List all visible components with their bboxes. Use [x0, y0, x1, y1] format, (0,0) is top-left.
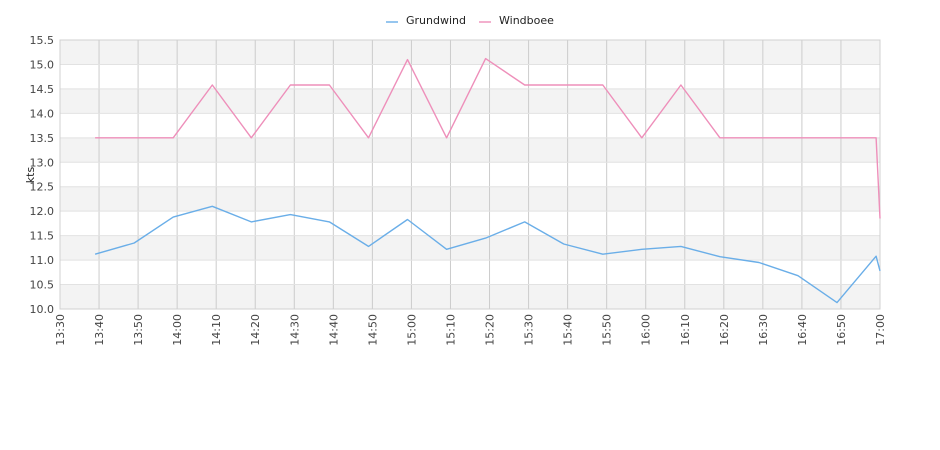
legend-label-grundwind: Grundwind	[406, 14, 466, 27]
x-tick-label: 14:40	[327, 314, 340, 346]
horizontal-grid	[60, 39, 880, 310]
legend: Grundwind Windboee	[386, 14, 554, 27]
x-tick-label: 16:50	[835, 314, 848, 346]
x-tick-label: 16:00	[640, 314, 653, 346]
plot-frame	[59, 39, 881, 310]
grid-band	[60, 284, 880, 309]
x-tick-label: 16:30	[757, 314, 770, 346]
x-tick-label: 14:20	[249, 314, 262, 346]
x-tick-label: 15:40	[562, 314, 575, 346]
y-tick-label: 10.0	[30, 303, 55, 316]
y-tick-label: 12.5	[30, 181, 55, 194]
x-tick-label: 15:10	[444, 314, 457, 346]
x-tick-label: 15:30	[523, 314, 536, 346]
y-tick-label: 13.5	[30, 132, 55, 145]
series-line-windboee	[95, 57, 881, 219]
series-lines	[94, 57, 881, 304]
series-line-grundwind	[94, 205, 881, 304]
x-tick-label: 14:50	[366, 314, 379, 346]
background-bands	[60, 40, 880, 309]
grid-band	[60, 186, 880, 212]
y-tick-label: 14.5	[30, 83, 55, 96]
x-tick-label: 15:00	[405, 314, 418, 346]
x-tick-label: 16:20	[718, 314, 731, 346]
y-tick-label: 15.5	[30, 34, 55, 47]
x-tick-label: 16:10	[679, 314, 692, 346]
x-tick-label: 14:10	[210, 314, 223, 346]
y-axis-title: kts	[24, 167, 37, 184]
x-tick-label: 14:00	[171, 314, 184, 346]
grid-band	[60, 88, 880, 114]
grid-band	[60, 137, 880, 163]
x-axis-ticks: 13:30 13:40 13:50 14:00 14:10 14:20 14:30 14:40…	[54, 314, 887, 346]
y-tick-label: 11.5	[30, 230, 55, 243]
x-tick-label: 16:40	[796, 314, 809, 346]
vertical-grid	[59, 40, 881, 309]
grid-band	[60, 235, 880, 261]
x-tick-label: 17:00	[874, 314, 887, 346]
y-tick-label: 12.0	[30, 205, 55, 218]
x-tick-label: 13:50	[132, 314, 145, 346]
x-tick-label: 15:50	[601, 314, 614, 346]
y-tick-label: 10.5	[30, 279, 55, 292]
x-tick-label: 13:30	[54, 314, 67, 346]
x-tick-label: 13:40	[93, 314, 106, 346]
legend-label-windboee: Windboee	[499, 14, 554, 27]
grid-band	[60, 40, 880, 65]
y-tick-label: 15.0	[30, 58, 55, 71]
y-tick-label: 13.0	[30, 156, 55, 169]
y-tick-label: 11.0	[30, 254, 55, 267]
y-tick-label: 14.0	[30, 107, 55, 120]
y-axis-ticks: 10.0 10.5 11.0 11.5 12.0 12.5 13.0 13.5 14.0 14.5…	[30, 34, 55, 316]
x-tick-label: 14:30	[288, 314, 301, 346]
x-tick-label: 15:20	[484, 314, 497, 346]
